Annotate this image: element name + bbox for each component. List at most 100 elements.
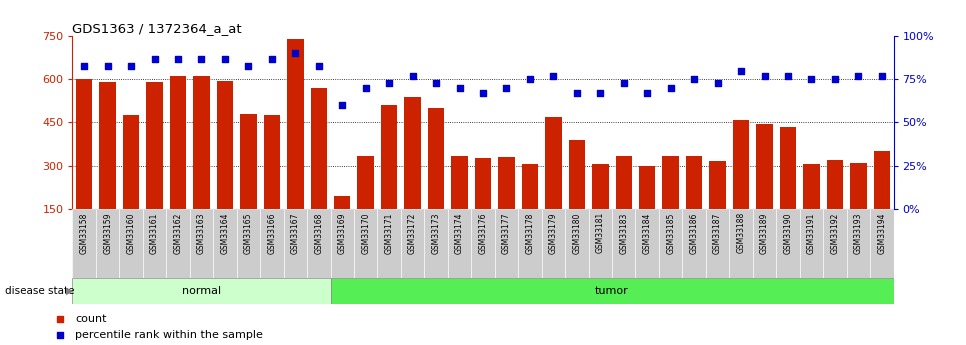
- Bar: [147, 82, 163, 252]
- Text: GSM33159: GSM33159: [103, 212, 112, 254]
- Bar: [498, 157, 515, 252]
- Text: percentile rank within the sample: percentile rank within the sample: [75, 330, 263, 339]
- Point: [382, 80, 397, 86]
- Point: [170, 56, 185, 61]
- Point: [710, 80, 725, 86]
- Point: [663, 85, 678, 91]
- Bar: [873, 151, 890, 252]
- Text: GSM33191: GSM33191: [807, 212, 816, 254]
- Text: GDS1363 / 1372364_a_at: GDS1363 / 1372364_a_at: [72, 22, 242, 35]
- Text: GSM33187: GSM33187: [713, 212, 723, 254]
- Point: [358, 85, 374, 91]
- Bar: [870, 209, 894, 278]
- Bar: [753, 209, 777, 278]
- Point: [616, 80, 632, 86]
- Bar: [405, 97, 421, 252]
- Bar: [96, 209, 120, 278]
- Point: [592, 90, 608, 96]
- Bar: [729, 209, 753, 278]
- Bar: [495, 209, 518, 278]
- Point: [874, 73, 890, 79]
- Bar: [545, 117, 561, 252]
- Bar: [213, 209, 237, 278]
- Text: GSM33192: GSM33192: [831, 212, 839, 254]
- Bar: [542, 209, 565, 278]
- Text: GSM33158: GSM33158: [79, 212, 89, 254]
- Bar: [216, 81, 233, 252]
- Text: count: count: [75, 314, 106, 324]
- Text: GSM33162: GSM33162: [174, 212, 183, 254]
- Bar: [448, 209, 471, 278]
- Bar: [424, 209, 448, 278]
- Bar: [189, 209, 213, 278]
- Point: [523, 77, 538, 82]
- Bar: [663, 156, 679, 252]
- Point: [827, 77, 842, 82]
- Bar: [72, 209, 96, 278]
- Bar: [518, 209, 542, 278]
- Text: GSM33176: GSM33176: [478, 212, 488, 254]
- Bar: [428, 108, 444, 252]
- Bar: [357, 156, 374, 252]
- Point: [147, 56, 162, 61]
- Text: GSM33164: GSM33164: [220, 212, 230, 254]
- Bar: [123, 115, 139, 252]
- Bar: [354, 209, 378, 278]
- Text: GSM33185: GSM33185: [667, 212, 675, 254]
- Text: GSM33168: GSM33168: [314, 212, 324, 254]
- Text: GSM33186: GSM33186: [690, 212, 698, 254]
- Text: GSM33161: GSM33161: [150, 212, 159, 254]
- Bar: [287, 39, 303, 252]
- Bar: [264, 115, 280, 252]
- Text: GSM33166: GSM33166: [268, 212, 276, 254]
- Text: GSM33190: GSM33190: [783, 212, 792, 254]
- Text: GSM33178: GSM33178: [526, 212, 534, 254]
- Text: GSM33188: GSM33188: [736, 212, 746, 254]
- Bar: [237, 209, 260, 278]
- Bar: [682, 209, 706, 278]
- Point: [124, 63, 139, 68]
- Bar: [166, 209, 189, 278]
- Point: [498, 85, 514, 91]
- Bar: [636, 209, 659, 278]
- Bar: [800, 209, 823, 278]
- Point: [733, 68, 749, 73]
- Bar: [143, 209, 166, 278]
- Bar: [850, 163, 867, 252]
- Text: GSM33170: GSM33170: [361, 212, 370, 254]
- Bar: [823, 209, 846, 278]
- Bar: [99, 82, 116, 252]
- Bar: [733, 120, 750, 252]
- Bar: [72, 278, 330, 304]
- Text: GSM33179: GSM33179: [549, 212, 558, 254]
- Bar: [76, 79, 93, 252]
- Bar: [592, 164, 609, 252]
- Point: [428, 80, 443, 86]
- Point: [756, 73, 772, 79]
- Text: GSM33169: GSM33169: [338, 212, 347, 254]
- Bar: [284, 209, 307, 278]
- Text: GSM33180: GSM33180: [572, 212, 582, 254]
- Text: GSM33167: GSM33167: [291, 212, 299, 254]
- Bar: [777, 209, 800, 278]
- Point: [264, 56, 279, 61]
- Point: [569, 90, 584, 96]
- Point: [851, 73, 867, 79]
- Point: [546, 73, 561, 79]
- Bar: [780, 127, 796, 252]
- Bar: [612, 209, 636, 278]
- Bar: [659, 209, 682, 278]
- Point: [52, 316, 68, 322]
- Bar: [170, 77, 186, 252]
- Text: GSM33163: GSM33163: [197, 212, 206, 254]
- Point: [241, 63, 256, 68]
- Bar: [588, 209, 612, 278]
- Point: [334, 102, 350, 108]
- Text: GSM33171: GSM33171: [384, 212, 394, 254]
- Point: [452, 85, 468, 91]
- Bar: [193, 77, 210, 252]
- Bar: [522, 164, 538, 252]
- Text: ▶: ▶: [66, 286, 73, 296]
- Text: GSM33194: GSM33194: [877, 212, 887, 254]
- Bar: [846, 209, 870, 278]
